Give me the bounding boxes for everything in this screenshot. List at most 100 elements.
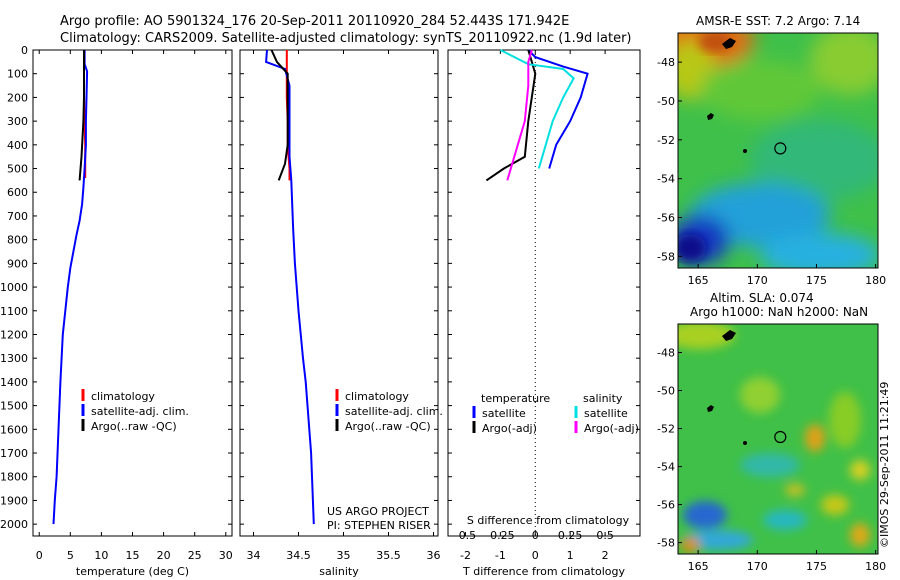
argo-location-marker-sst — [774, 142, 787, 155]
chart-title-line1: Argo profile: AO 5901324_176 20-Sep-2011… — [60, 14, 570, 29]
map-lat-label: -50 — [657, 95, 675, 108]
y-tick-label: 1700 — [0, 447, 28, 460]
x-tick-label: 30 — [219, 549, 233, 562]
project-label-line2: PI: STEPHEN RISER — [327, 519, 431, 532]
sla-map-title-1: Altim. SLA: 0.074 — [710, 291, 814, 305]
x-tick-label: 15 — [126, 549, 140, 562]
x-tick-label: 35 — [337, 549, 351, 562]
map-lon-label: 170 — [747, 560, 768, 573]
map-lat-label: -52 — [657, 423, 675, 436]
y-tick-label: 400 — [7, 139, 28, 152]
y-tick-label: 1800 — [0, 471, 28, 484]
y-tick-label: 800 — [7, 234, 28, 247]
map-lon-label: 175 — [806, 560, 827, 573]
x-tick-label: 36 — [427, 549, 441, 562]
x-tick-label: -2 — [460, 549, 471, 562]
y-tick-label: 700 — [7, 210, 28, 223]
x-tick-label: 1 — [567, 549, 574, 562]
y-tick-label: 1300 — [0, 352, 28, 365]
map-lon-label: 170 — [747, 274, 768, 287]
plot-frame-2 — [239, 49, 439, 537]
x-tick-label: 2 — [602, 549, 609, 562]
map-lat-label: -50 — [657, 385, 675, 398]
x-tick-label: 0 — [36, 549, 43, 562]
project-label-line1: US ARGO PROJECT — [327, 505, 429, 518]
x-tick-label: -1 — [495, 549, 506, 562]
x2-tick-label: 0.5 — [596, 529, 614, 542]
x-tick-label: 34.5 — [286, 549, 311, 562]
y-tick-label: 2000 — [0, 518, 28, 531]
y-tick-label: 1200 — [0, 328, 28, 341]
sla-map — [678, 324, 878, 554]
series-line — [506, 49, 533, 181]
y-tick-label: 1900 — [0, 494, 28, 507]
legend-label: satellite-adj. clim. — [91, 405, 189, 418]
series-line — [270, 49, 289, 181]
y-tick-label: 200 — [7, 91, 28, 104]
y-tick-label: 1600 — [0, 423, 28, 436]
x-tick-label: 34 — [247, 549, 261, 562]
map-lat-label: -56 — [657, 212, 675, 225]
y-tick-label: 900 — [7, 257, 28, 270]
argo-location-marker-sla — [774, 430, 787, 444]
legend-label: Argo(..raw -QC) — [345, 420, 431, 433]
map-lon-label: 165 — [688, 560, 709, 573]
legend-label: Argo(-adj) — [584, 422, 639, 435]
map-lon-label: 180 — [865, 560, 886, 573]
map-lat-label: -52 — [657, 134, 675, 147]
series-line — [499, 49, 575, 169]
legend-label: satellite-adj. clim. — [345, 405, 443, 418]
map-lat-label: -58 — [657, 537, 675, 550]
x-tick-label: 5 — [67, 549, 74, 562]
y-tick-label: 0 — [21, 44, 28, 57]
x-axis-label: T difference from climatology — [462, 565, 625, 578]
legend-label: Argo(..raw -QC) — [91, 420, 177, 433]
legend-label: climatology — [91, 390, 155, 403]
y-tick-label: 1100 — [0, 305, 28, 318]
x-tick-label: 35.5 — [376, 549, 401, 562]
legend-header: salinity — [583, 392, 623, 405]
y-tick-label: 300 — [7, 115, 28, 128]
sst-map-frame — [677, 32, 879, 269]
x2-tick-label: -0.5 — [455, 529, 476, 542]
y-tick-label: 500 — [7, 163, 28, 176]
x-axis-label: temperature (deg C) — [76, 565, 189, 578]
x2-tick-label: -0.25 — [486, 529, 514, 542]
y-tick-label: 1000 — [0, 281, 28, 294]
x-tick-label: 20 — [157, 549, 171, 562]
map-lat-label: -56 — [657, 499, 675, 512]
sla-map-title-2: Argo h1000: NaN h2000: NaN — [690, 305, 869, 319]
map-lat-label: -48 — [657, 347, 675, 360]
legend-label: satellite — [482, 407, 526, 420]
sst-map-title: AMSR-E SST: 7.2 Argo: 7.14 — [696, 14, 861, 28]
legend-header: temperature — [481, 392, 550, 405]
plot-frame-3 — [447, 49, 641, 537]
plot-frame-1 — [32, 49, 233, 537]
legend-label: Argo(-adj) — [482, 422, 537, 435]
series-line — [527, 49, 589, 169]
series-line — [265, 49, 315, 525]
x2-tick-label: 0 — [532, 529, 539, 542]
series-line — [78, 50, 85, 181]
x-tick-label: 25 — [188, 549, 202, 562]
map-lat-label: -48 — [657, 56, 675, 69]
y-tick-label: 1500 — [0, 400, 28, 413]
sst-map — [678, 33, 878, 268]
series-line — [52, 50, 89, 525]
legend-label: satellite — [584, 407, 628, 420]
x-tick-label: 0 — [532, 549, 539, 562]
map-lat-label: -54 — [657, 173, 675, 186]
map-lat-label: -58 — [657, 250, 675, 263]
y-tick-label: 1400 — [0, 376, 28, 389]
sla-map-frame — [677, 323, 879, 555]
map-lon-label: 180 — [865, 274, 886, 287]
y-tick-label: 600 — [7, 186, 28, 199]
x2-axis-label: S difference from climatology — [467, 514, 630, 527]
y-tick-label: 100 — [7, 68, 28, 81]
map-lon-label: 175 — [806, 274, 827, 287]
map-lat-label: -54 — [657, 461, 675, 474]
x-axis-label: salinity — [319, 565, 359, 578]
map-lon-label: 165 — [688, 274, 709, 287]
x-tick-label: 10 — [94, 549, 108, 562]
x2-tick-label: 0.25 — [558, 529, 583, 542]
